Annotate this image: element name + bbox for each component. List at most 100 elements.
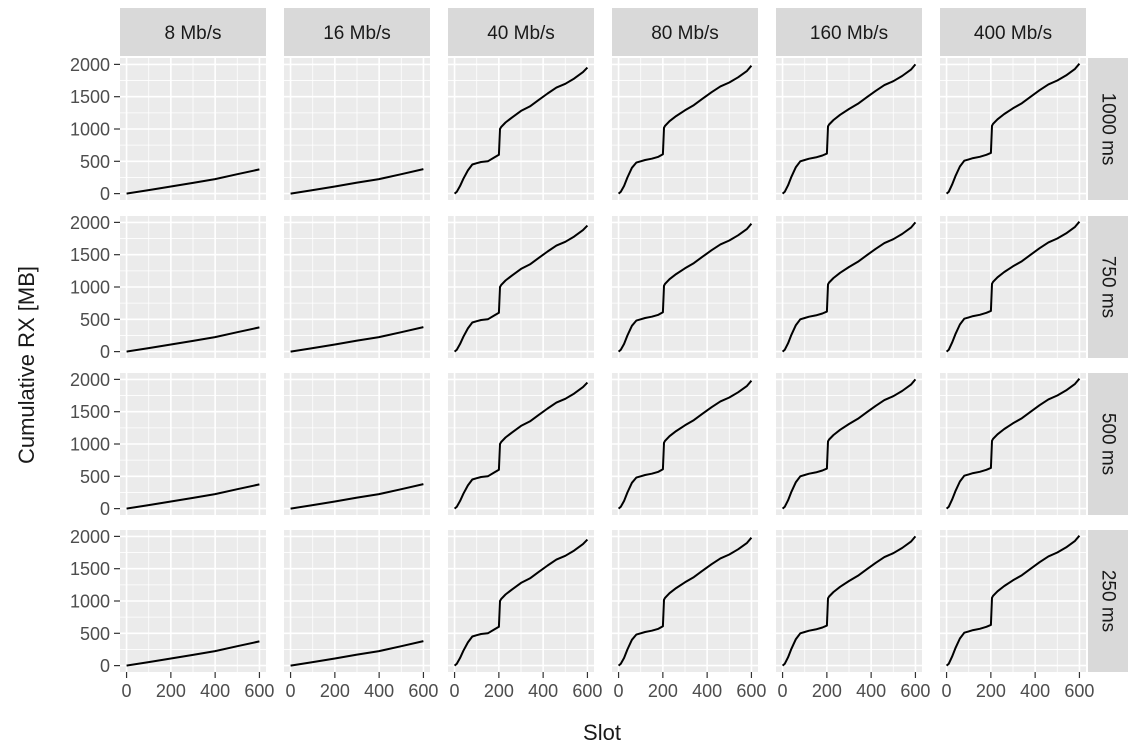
facet-panel xyxy=(776,58,922,200)
series-line xyxy=(126,326,260,353)
series-line xyxy=(453,381,589,510)
facet-panel xyxy=(612,216,758,358)
series-line xyxy=(617,380,753,510)
column-strip xyxy=(612,8,758,56)
series-line xyxy=(617,223,753,353)
x-tick-label: 0 xyxy=(286,681,296,701)
y-tick-label: 2000 xyxy=(70,55,110,75)
facet-panel xyxy=(284,530,430,672)
y-tick-label: 500 xyxy=(80,152,110,172)
x-tick-label: 200 xyxy=(812,681,842,701)
y-tick-label: 2000 xyxy=(70,370,110,390)
facet-panel xyxy=(284,58,430,200)
y-tick-label: 0 xyxy=(100,342,110,362)
facet-panel xyxy=(120,216,266,358)
x-tick-label: 600 xyxy=(572,681,602,701)
facet-panel xyxy=(940,216,1086,358)
x-tick-label: 400 xyxy=(528,681,558,701)
facet-panel xyxy=(612,58,758,200)
column-strip xyxy=(448,8,594,56)
row-strip-label: 1000 ms xyxy=(1098,93,1119,166)
y-tick-label: 500 xyxy=(80,310,110,330)
x-tick-label: 600 xyxy=(244,681,274,701)
column-strip-label: 160 Mb/s xyxy=(810,23,888,44)
facet-strips: 8 Mb/s 16 Mb/s 40 Mb/s 80 Mb/s 160 Mb/s 400 M… xyxy=(120,8,1128,672)
series-line xyxy=(781,63,917,195)
x-tick-label: 0 xyxy=(122,681,132,701)
x-tick-label: 0 xyxy=(942,681,952,701)
series-line xyxy=(781,221,917,353)
y-tick-label: 0 xyxy=(100,499,110,519)
x-tick-label: 400 xyxy=(692,681,722,701)
column-strip xyxy=(940,8,1086,56)
row-strip xyxy=(1088,373,1128,515)
series-line xyxy=(781,378,917,510)
y-tick-label: 1000 xyxy=(70,592,110,612)
facet-panel xyxy=(776,373,922,515)
facet-panel xyxy=(612,373,758,515)
series-line xyxy=(781,535,917,667)
x-axis-label: Slot xyxy=(583,720,621,745)
x-tick-label: 600 xyxy=(408,681,438,701)
panel-grid xyxy=(120,58,1086,672)
x-tick-label: 0 xyxy=(778,681,788,701)
x-tick-label: 400 xyxy=(200,681,230,701)
y-axis-label: Cumulative RX [MB] xyxy=(14,266,39,464)
facet-panel xyxy=(448,373,594,515)
facet-panel xyxy=(120,58,266,200)
series-line xyxy=(453,224,589,353)
column-strip xyxy=(284,8,430,56)
series-line xyxy=(290,326,424,353)
row-strip xyxy=(1088,58,1128,200)
series-line xyxy=(453,66,589,195)
x-tick-label: 200 xyxy=(320,681,350,701)
y-tick-label: 1000 xyxy=(70,278,110,298)
y-tick-label: 500 xyxy=(80,624,110,644)
facet-panel xyxy=(120,373,266,515)
series-line xyxy=(290,168,424,195)
column-strip-label: 80 Mb/s xyxy=(651,23,719,44)
facet-panel xyxy=(120,530,266,672)
column-strip-label: 16 Mb/s xyxy=(323,23,391,44)
series-line xyxy=(617,65,753,195)
series-line xyxy=(945,221,1081,353)
facet-panel xyxy=(448,530,594,672)
x-tick-label: 600 xyxy=(736,681,766,701)
x-tick-label: 400 xyxy=(856,681,886,701)
y-tick-label: 1000 xyxy=(70,120,110,140)
y-tick-label: 1500 xyxy=(70,402,110,422)
facet-panel xyxy=(776,216,922,358)
y-tick-label: 1500 xyxy=(70,87,110,107)
row-strip-label: 250 ms xyxy=(1098,570,1119,632)
x-tick-label: 600 xyxy=(1064,681,1094,701)
x-tick-label: 400 xyxy=(364,681,394,701)
column-strip-label: 400 Mb/s xyxy=(974,23,1052,44)
series-line xyxy=(945,535,1081,667)
column-strip-label: 40 Mb/s xyxy=(487,23,555,44)
x-tick-label: 0 xyxy=(614,681,624,701)
row-strip xyxy=(1088,530,1128,672)
y-tick-label: 500 xyxy=(80,467,110,487)
row-strip xyxy=(1088,216,1128,358)
column-strip-label: 8 Mb/s xyxy=(164,23,221,44)
x-tick-label: 200 xyxy=(648,681,678,701)
series-line xyxy=(617,537,753,667)
axes: 0500100015002000050010001500200005001000… xyxy=(70,55,1095,701)
facet-panel xyxy=(940,530,1086,672)
series-line xyxy=(945,63,1081,195)
row-strip-label: 750 ms xyxy=(1098,256,1119,318)
y-tick-label: 0 xyxy=(100,656,110,676)
series-line xyxy=(126,168,260,195)
x-tick-label: 0 xyxy=(450,681,460,701)
x-tick-label: 400 xyxy=(1020,681,1050,701)
facet-panel xyxy=(284,373,430,515)
x-tick-label: 200 xyxy=(976,681,1006,701)
y-tick-label: 1500 xyxy=(70,559,110,579)
y-tick-label: 0 xyxy=(100,184,110,204)
series-line xyxy=(290,483,424,510)
x-tick-label: 200 xyxy=(156,681,186,701)
y-tick-label: 1000 xyxy=(70,435,110,455)
y-tick-label: 1500 xyxy=(70,245,110,265)
facet-panel xyxy=(776,530,922,672)
y-tick-label: 2000 xyxy=(70,527,110,547)
